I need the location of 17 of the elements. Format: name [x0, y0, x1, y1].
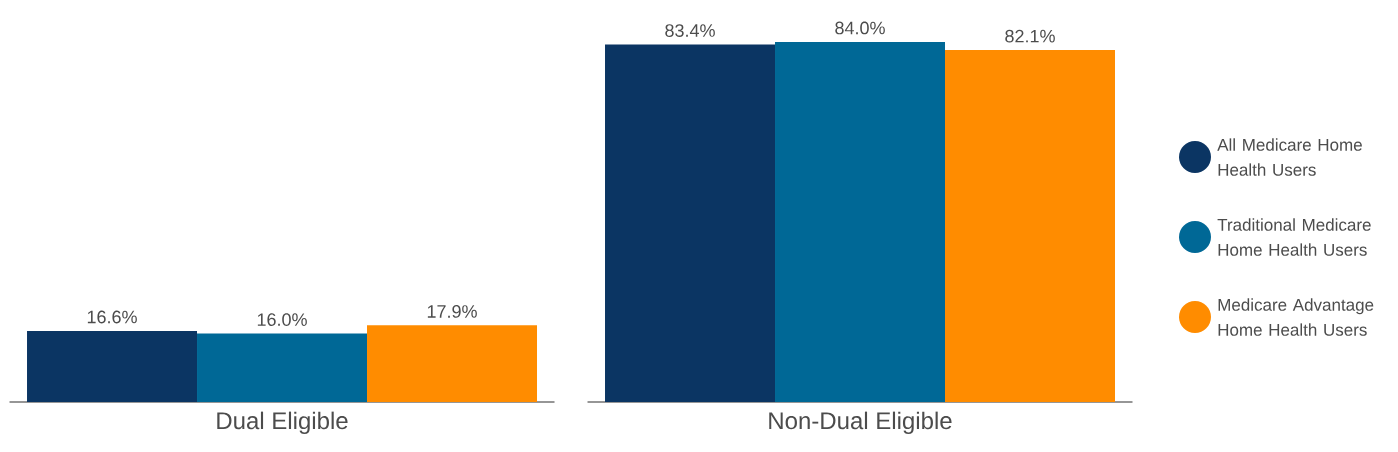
data-label: 16.6%	[87, 310, 137, 324]
x-tick-label: Dual Eligible	[217, 411, 348, 434]
bar	[367, 325, 538, 403]
x-tick-label: Non-Dual Eligible	[769, 411, 952, 434]
bar	[605, 44, 776, 403]
bar	[197, 333, 368, 403]
data-label: 84.0%	[835, 21, 885, 35]
legend-label: Traditional Medicare Home Health Users	[1217, 218, 1371, 256]
bar	[775, 41, 946, 403]
bar	[945, 49, 1115, 403]
legend-label: Medicare Advantage Home Health Users	[1218, 298, 1374, 336]
legend-label: All Medicare Home Health Users	[1217, 138, 1362, 176]
data-label: 82.1%	[1005, 29, 1055, 43]
data-label: 16.0%	[257, 313, 307, 326]
data-label: 17.9%	[427, 305, 477, 318]
bar	[27, 330, 198, 403]
data-label: 83.4%	[665, 24, 715, 37]
